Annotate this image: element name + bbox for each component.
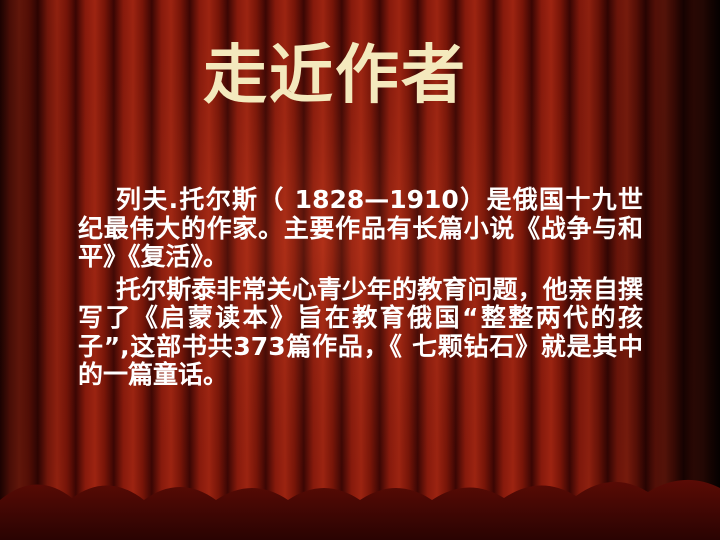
slide-title: 走近作者: [203, 39, 467, 113]
paragraph-education-works: 托尔斯泰非常关心青少年的教育问题，他亲自撰写了《启蒙读本》旨在教育俄国“整整两代…: [78, 274, 643, 389]
paragraph-biography: 列夫.托尔斯（ 1828—1910）是俄国十九世纪最伟大的作家。主要作品有长篇小…: [78, 185, 643, 271]
author-intro-text: 列夫.托尔斯（ 1828—1910）是俄国十九世纪最伟大的作家。主要作品有长篇小…: [78, 185, 643, 390]
